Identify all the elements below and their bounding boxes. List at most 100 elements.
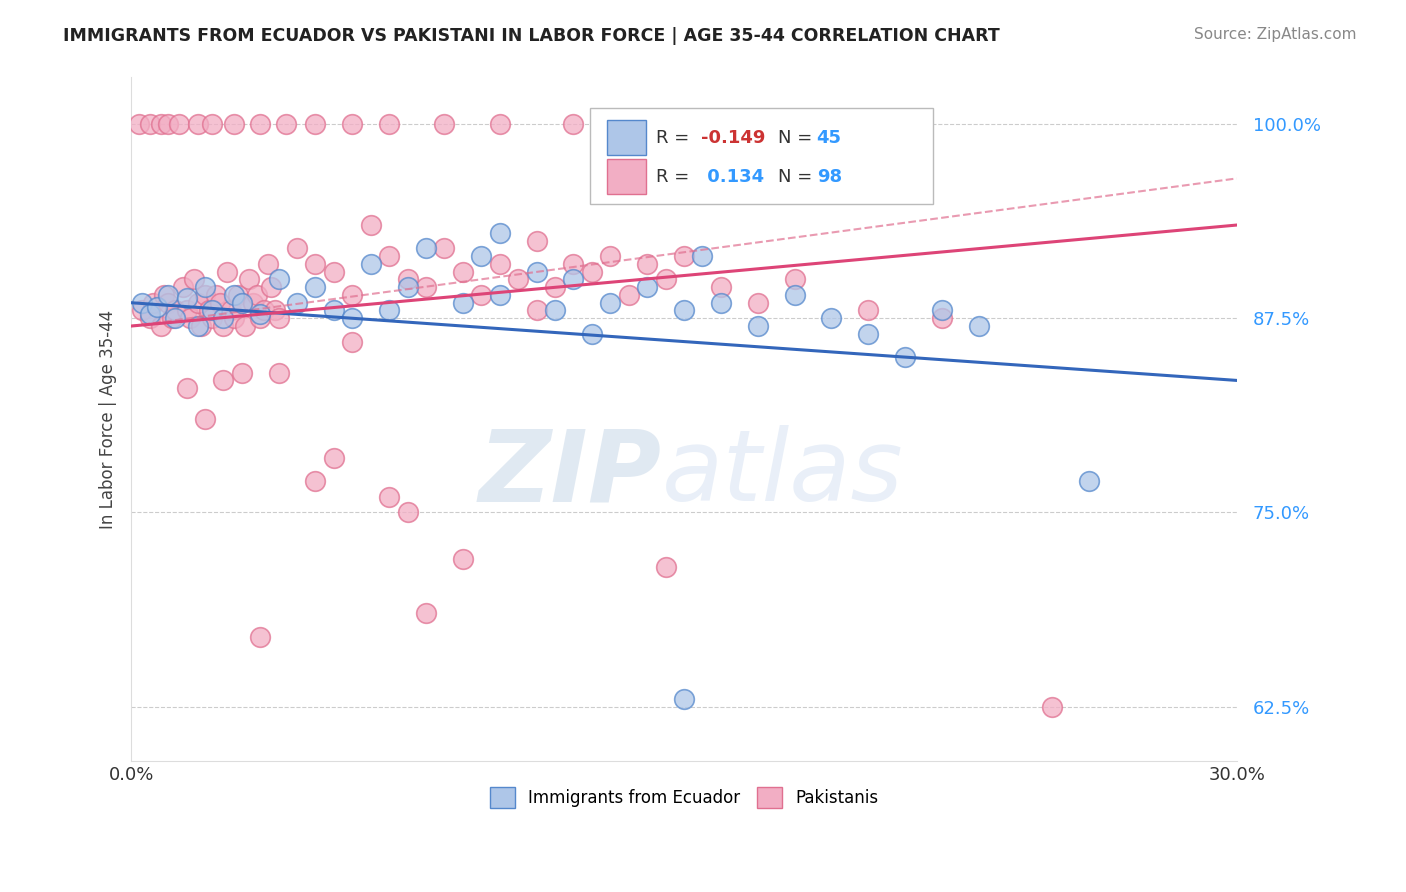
Point xyxy=(415,241,437,255)
Point xyxy=(415,280,437,294)
Point xyxy=(562,117,585,131)
Point xyxy=(274,117,297,131)
Point xyxy=(562,272,585,286)
Point xyxy=(160,311,183,326)
Point xyxy=(201,311,224,326)
Point xyxy=(212,319,235,334)
Point xyxy=(231,295,253,310)
Point xyxy=(672,249,695,263)
Point xyxy=(470,288,492,302)
Point xyxy=(149,319,172,334)
Text: IMMIGRANTS FROM ECUADOR VS PAKISTANI IN LABOR FORCE | AGE 35-44 CORRELATION CHAR: IMMIGRANTS FROM ECUADOR VS PAKISTANI IN … xyxy=(63,27,1000,45)
Point xyxy=(176,381,198,395)
Text: 0.134: 0.134 xyxy=(700,168,763,186)
Point xyxy=(267,366,290,380)
Point xyxy=(488,117,510,131)
Point xyxy=(654,272,676,286)
Text: Source: ZipAtlas.com: Source: ZipAtlas.com xyxy=(1194,27,1357,42)
Point xyxy=(858,303,880,318)
Text: N =: N = xyxy=(778,168,818,186)
Point xyxy=(212,311,235,326)
Point xyxy=(508,272,530,286)
Text: 98: 98 xyxy=(817,168,842,186)
FancyBboxPatch shape xyxy=(606,120,647,155)
Point xyxy=(304,475,326,489)
Point xyxy=(378,303,401,318)
Point xyxy=(267,311,290,326)
Point xyxy=(304,117,326,131)
Point xyxy=(858,326,880,341)
Point xyxy=(451,295,474,310)
Point xyxy=(249,630,271,644)
Point xyxy=(931,311,953,326)
Point xyxy=(131,303,153,318)
Point xyxy=(360,218,382,232)
Point xyxy=(672,303,695,318)
Point xyxy=(304,280,326,294)
Point xyxy=(172,280,194,294)
Point xyxy=(157,117,180,131)
Point xyxy=(378,490,401,504)
Point xyxy=(142,295,165,310)
Point xyxy=(249,117,271,131)
Point xyxy=(396,506,419,520)
Point xyxy=(672,692,695,706)
Point xyxy=(157,288,180,302)
Point xyxy=(231,366,253,380)
Point xyxy=(526,234,548,248)
Point xyxy=(451,265,474,279)
Point xyxy=(194,288,217,302)
Point xyxy=(128,117,150,131)
Text: -0.149: -0.149 xyxy=(700,128,765,146)
Point xyxy=(931,303,953,318)
Point xyxy=(433,117,456,131)
Point xyxy=(599,249,621,263)
Point xyxy=(617,288,640,302)
Point xyxy=(165,303,187,318)
Point xyxy=(264,303,287,318)
Point xyxy=(215,265,238,279)
Point xyxy=(636,257,658,271)
Point xyxy=(342,334,364,349)
Point xyxy=(396,280,419,294)
Point xyxy=(208,295,231,310)
Point xyxy=(544,303,567,318)
Text: atlas: atlas xyxy=(662,425,904,523)
Legend: Immigrants from Ecuador, Pakistanis: Immigrants from Ecuador, Pakistanis xyxy=(484,780,884,814)
Point xyxy=(249,311,271,326)
Point xyxy=(747,319,769,334)
Point xyxy=(710,280,733,294)
Point xyxy=(820,311,842,326)
Point xyxy=(187,319,209,334)
Point xyxy=(245,288,267,302)
Text: 45: 45 xyxy=(817,128,842,146)
Point xyxy=(190,319,212,334)
Point xyxy=(599,295,621,310)
Point xyxy=(581,265,603,279)
Point xyxy=(187,117,209,131)
Point xyxy=(1042,699,1064,714)
Point xyxy=(194,280,217,294)
Point xyxy=(153,288,176,302)
Point xyxy=(267,272,290,286)
Point xyxy=(138,311,160,326)
Point xyxy=(149,117,172,131)
Point xyxy=(165,311,187,326)
Point xyxy=(342,117,364,131)
Point xyxy=(692,249,714,263)
Point xyxy=(526,265,548,279)
Text: ZIP: ZIP xyxy=(479,425,662,523)
Point xyxy=(224,311,246,326)
Point xyxy=(197,303,219,318)
Point xyxy=(179,311,201,326)
Point xyxy=(187,295,209,310)
Point xyxy=(710,295,733,310)
Point xyxy=(783,288,806,302)
Point xyxy=(415,607,437,621)
Point xyxy=(342,288,364,302)
Point xyxy=(194,412,217,426)
Text: N =: N = xyxy=(778,128,818,146)
Text: R =: R = xyxy=(657,168,696,186)
Point xyxy=(526,303,548,318)
Point xyxy=(224,117,246,131)
